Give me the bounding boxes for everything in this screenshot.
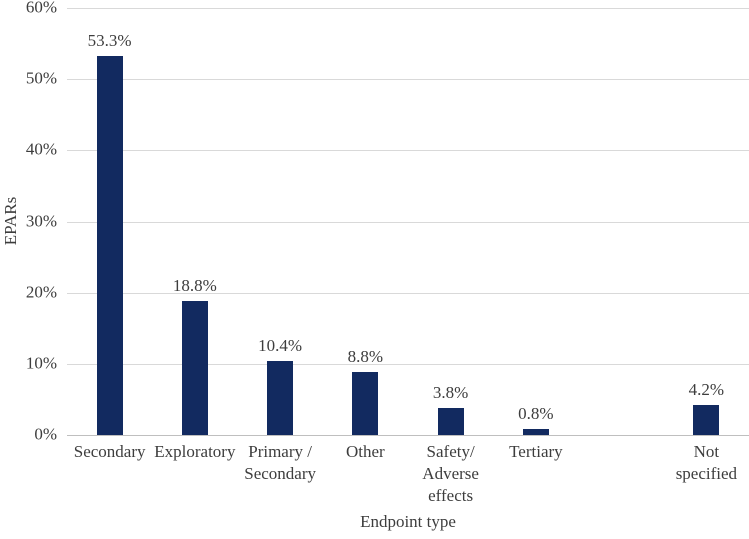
plot-area: 53.3% 18.8% 10.4% 8.8% 3.8% 0.8% 4.2% [67,8,749,436]
bar-value-label: 18.8% [172,276,217,296]
bar-tertiary [522,429,549,435]
bar-slot: 8.8% [323,8,408,435]
bar-value-label: 53.3% [87,30,132,50]
bar-value-label: 10.4% [258,336,303,355]
bar-slot: 10.4% [238,8,323,435]
y-tick-label: 60% [25,0,57,17]
bar-value-label: 8.8% [347,347,384,367]
x-axis-title: Endpoint type [360,512,456,531]
bar-slot: 4.2% [664,8,749,435]
x-tick-label [579,441,664,507]
bar-not-specified [693,405,720,435]
x-tick-label: Tertiary [509,442,563,461]
gridline [67,79,749,81]
x-tick-label: Not specified [675,442,738,483]
y-axis-ticks: 0% 10% 20% 30% 40% 50% 60% [0,0,57,444]
y-tick-label: 30% [25,211,57,231]
x-tick-label: Exploratory [154,442,236,461]
x-tick-label: Secondary [73,442,146,461]
bar-slot: 18.8% [152,8,237,435]
x-tick-label: Primary / Secondary [244,442,316,483]
bar-value-label: 4.2% [688,380,725,400]
bars-row: 53.3% 18.8% 10.4% 8.8% 3.8% 0.8% 4.2% [67,8,749,435]
x-axis-labels: Secondary Exploratory Primary / Secondary O… [67,441,749,507]
x-axis-line [67,435,749,436]
bar-exploratory [181,301,208,435]
gridline [67,8,749,9]
x-tick-label: Safety/ Adverse effects [422,442,479,505]
bar-primary-secondary [267,361,294,435]
y-tick-label: 0% [34,424,57,444]
bar-value-label: 0.8% [518,404,554,424]
bar-value-label: 3.8% [432,382,469,402]
gridline [67,363,749,365]
gridline [67,150,749,152]
bar-other [352,372,379,435]
x-tick-label: Other [346,442,385,461]
bar-safety-adverse-effects [437,407,464,435]
bar-slot: 0.8% [493,8,578,435]
bar-slot: 3.8% [408,8,493,435]
bar-secondary [96,55,123,435]
bar-slot [579,8,664,435]
y-tick-label: 20% [25,282,57,302]
gridline [67,221,749,223]
y-tick-label: 10% [25,353,57,373]
y-tick-label: 40% [25,139,57,159]
gridline [67,292,749,294]
bar-slot: 53.3% [67,8,152,435]
y-tick-label: 50% [25,68,57,88]
